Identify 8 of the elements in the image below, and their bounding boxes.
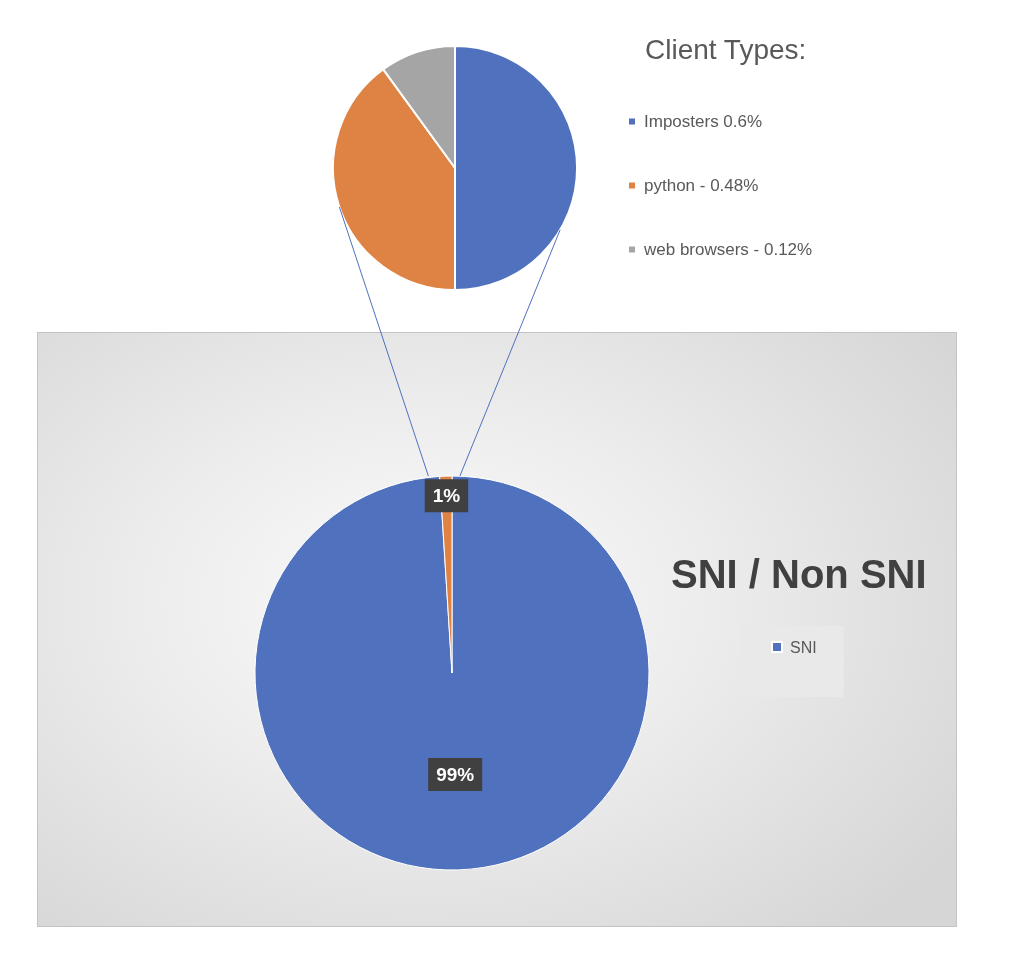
- legend-label: SNI: [790, 638, 817, 656]
- data-label: 1%: [432, 485, 461, 507]
- legend-label: web browsers - 0.12%: [643, 240, 813, 259]
- legend-title: Client Types:: [645, 33, 807, 65]
- legend-label: Imposters 0.6%: [644, 112, 763, 131]
- data-label: 99%: [436, 763, 475, 785]
- text: SNI / Non SNI: [671, 552, 927, 596]
- legend-label: python - 0.48%: [644, 176, 759, 195]
